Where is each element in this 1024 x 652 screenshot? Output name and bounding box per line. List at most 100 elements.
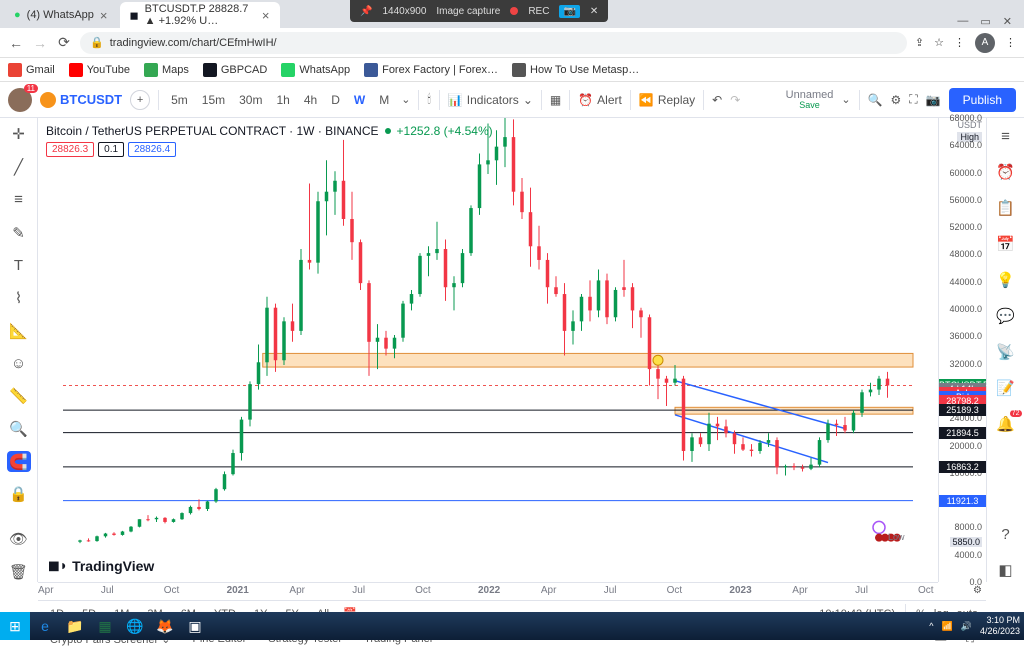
tab-tradingview[interactable]: ◼ BTCUSDT.P 28828.7 ▲ +1.92% U… × (120, 2, 280, 28)
fullscreen-icon[interactable]: ⛶ (909, 92, 917, 107)
back-icon[interactable]: ← (8, 35, 24, 51)
layout-name[interactable]: Unnamed Save (786, 89, 834, 111)
fib-icon[interactable]: ≡ (7, 189, 31, 210)
minimize-icon[interactable]: — (957, 15, 968, 28)
trash-icon[interactable]: 🗑 (7, 561, 31, 582)
zoom-icon[interactable]: 🔍 (7, 418, 31, 439)
help-icon[interactable]: ? (994, 522, 1018, 546)
terminal-icon[interactable]: ▣ (180, 612, 210, 640)
extensions-icon[interactable]: ⋮ (954, 36, 965, 49)
menu-icon[interactable]: ⋮ (1005, 36, 1016, 49)
reload-icon[interactable]: ⟳ (56, 35, 72, 51)
tab-whatsapp[interactable]: ● (4) WhatsApp × (4, 2, 118, 28)
streams-icon[interactable]: 📡 (994, 340, 1018, 364)
chevron-down-icon[interactable]: ⌄ (401, 93, 410, 106)
hide-icon[interactable]: 👁 (7, 529, 31, 550)
timeframe-1h[interactable]: 1h (272, 91, 293, 109)
price-axis[interactable]: USDT High 68000.064000.060000.056000.052… (938, 118, 986, 582)
watchlist-icon[interactable]: ≡ (994, 124, 1018, 148)
cursor-icon[interactable]: ✛ (7, 124, 31, 145)
ideas-icon[interactable]: 💡 (994, 268, 1018, 292)
chart-svg: Low (38, 118, 938, 582)
timeframe-4h[interactable]: 4h (300, 91, 321, 109)
alerts-panel-icon[interactable]: ⏰ (994, 160, 1018, 184)
user-avatar[interactable] (8, 88, 32, 112)
calendar-icon[interactable]: 📅 (994, 232, 1018, 256)
replay-button[interactable]: ⏪ Replay (639, 93, 695, 107)
notif-icon[interactable]: 🔔72 (994, 412, 1018, 436)
star-icon[interactable]: ☆ (934, 36, 944, 49)
candle-type-icon[interactable]: 🕯 (427, 92, 430, 107)
replay-label: Replay (658, 93, 695, 107)
chrome-icon[interactable]: 🌐 (120, 612, 150, 640)
bookmark-item[interactable]: Gmail (8, 63, 55, 77)
emoji-icon[interactable]: ☺ (7, 353, 31, 374)
settings-icon[interactable]: ⚙ (891, 93, 902, 107)
brush-icon[interactable]: ✎ (7, 222, 31, 243)
snapshot-icon[interactable]: 📷 (926, 93, 941, 107)
explorer-icon[interactable]: 📁 (60, 612, 90, 640)
templates-icon[interactable]: ▦ (550, 93, 561, 107)
chat-icon[interactable]: 💬 (994, 304, 1018, 328)
search-icon[interactable]: 🔍 (868, 93, 883, 107)
timeframe-5m[interactable]: 5m (167, 91, 192, 109)
trendline-icon[interactable]: ╱ (7, 157, 31, 178)
expand-icon[interactable]: ◧ (994, 558, 1018, 582)
office-icon[interactable]: ▦ (90, 612, 120, 640)
magnet-icon[interactable]: 🧲 (7, 451, 31, 472)
chevron-down-icon[interactable]: ⌄ (841, 93, 850, 106)
time-axis[interactable]: ⚙ AprJulOct2021AprJulOct2022AprJulOct202… (38, 582, 938, 600)
timeframe-D[interactable]: D (327, 91, 344, 109)
timeframe-15m[interactable]: 15m (198, 91, 229, 109)
bookmark-item[interactable]: How To Use Metasp… (512, 63, 639, 77)
bookmark-item[interactable]: WhatsApp (281, 63, 350, 77)
bookmark-item[interactable]: Forex Factory | Forex… (364, 63, 498, 77)
indicators-button[interactable]: 📊 Indicators ⌄ (448, 93, 533, 107)
ie-icon[interactable]: e (30, 612, 60, 640)
close-icon[interactable]: × (262, 8, 270, 23)
close-window-icon[interactable]: ✕ (1003, 15, 1012, 28)
notes-icon[interactable]: 📝 (994, 376, 1018, 400)
bookmark-item[interactable]: GBPCAD (203, 63, 267, 77)
tv-watermark: ◼◗ TradingView (48, 557, 154, 574)
bookmark-item[interactable]: YouTube (69, 63, 130, 77)
redo-icon[interactable]: ↷ (730, 93, 740, 107)
publish-button[interactable]: Publish (949, 88, 1016, 112)
pattern-icon[interactable]: ⌇ (7, 288, 31, 309)
camera-icon[interactable]: 📷 (559, 5, 579, 18)
text-icon[interactable]: T (7, 255, 31, 276)
gear-icon[interactable]: ⚙ (973, 585, 982, 596)
time-tick: Jul (604, 585, 617, 596)
forward-icon[interactable]: → (32, 35, 48, 51)
chart-pane[interactable]: Bitcoin / TetherUS PERPETUAL CONTRACT · … (38, 118, 938, 582)
price-tick: 52000.0 (949, 222, 982, 232)
maximize-icon[interactable]: ▭ (980, 15, 990, 28)
alert-button[interactable]: ⏰ Alert (578, 93, 622, 107)
timeframe-W[interactable]: W (350, 91, 369, 109)
price-label: 21894.5 (939, 427, 986, 439)
price-tick: 48000.0 (949, 249, 982, 259)
right-toolbar: ≡ ⏰ 📋 📅 💡 💬 📡 📝 🔔72 ? ◧ (986, 118, 1024, 582)
forecast-icon[interactable]: 📐 (7, 320, 31, 341)
url-input[interactable]: 🔒 tradingview.com/chart/CEfmHwIH/ (80, 32, 907, 54)
measure-icon[interactable]: 📏 (7, 386, 31, 407)
hotlist-icon[interactable]: 📋 (994, 196, 1018, 220)
bookmark-item[interactable]: Maps (144, 63, 189, 77)
overlay-close-icon[interactable]: ✕ (590, 6, 598, 17)
timeframe-M[interactable]: M (375, 91, 393, 109)
firefox-icon[interactable]: 🦊 (150, 612, 180, 640)
profile-avatar[interactable]: A (975, 33, 995, 53)
close-icon[interactable]: × (100, 8, 108, 23)
tray-up-icon[interactable]: ^ (929, 621, 933, 632)
timeframe-30m[interactable]: 30m (235, 91, 266, 109)
symbol-button[interactable]: BTCUSDT (40, 92, 122, 108)
lock-icon[interactable]: 🔒 (7, 484, 31, 505)
system-date: 4/26/2023 (980, 626, 1020, 637)
share-icon[interactable]: ⇪ (915, 36, 924, 49)
bookmark-icon (364, 63, 378, 77)
undo-icon[interactable]: ↶ (712, 93, 722, 107)
time-tick: Jul (101, 585, 114, 596)
start-icon[interactable]: ⊞ (0, 612, 30, 640)
system-tray[interactable]: ^ 📶 🔊 3:10 PM 4/26/2023 (929, 615, 1020, 637)
add-symbol-button[interactable]: + (130, 90, 150, 110)
